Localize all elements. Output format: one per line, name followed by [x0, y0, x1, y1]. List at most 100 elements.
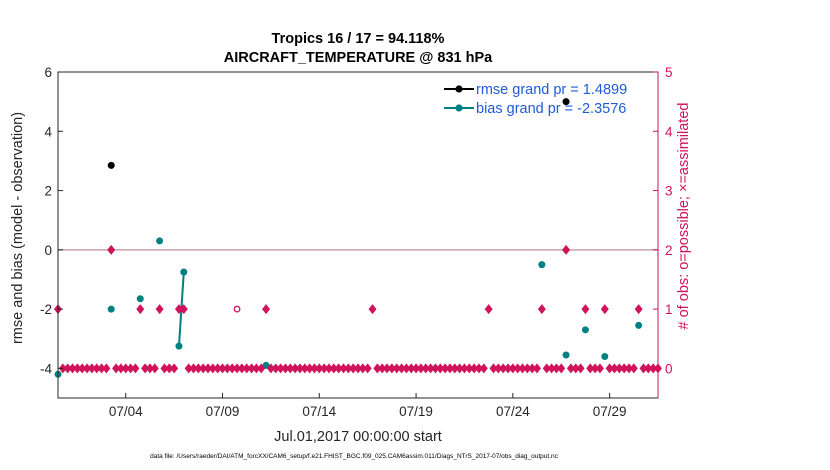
obs-assimilated-marker: [600, 304, 609, 315]
obs-assimilated-zero-marker: [208, 363, 217, 374]
obs-assimilated-zero-marker: [566, 363, 575, 374]
obs-assimilated-zero-marker: [392, 363, 401, 374]
obs-assimilated-zero-marker: [315, 363, 324, 374]
y-tick-label-left: 0: [44, 243, 52, 258]
obs-assimilated-zero-marker: [610, 363, 619, 374]
obs-assimilated-zero-marker: [145, 363, 154, 374]
obs-assimilated-zero-marker: [620, 363, 629, 374]
obs-possible-marker: [233, 305, 241, 313]
obs-assimilated-zero-marker: [460, 363, 469, 374]
obs-assimilated-zero-marker: [426, 363, 435, 374]
obs-assimilated-marker: [179, 304, 188, 315]
obs-assimilated-zero-marker: [73, 363, 82, 374]
obs-assimilated-zero-marker: [358, 363, 367, 374]
obs-assimilated-zero-marker: [295, 363, 304, 374]
y-tick-label-left: -2: [40, 302, 52, 317]
obs-assimilated-zero-marker: [257, 363, 266, 374]
obs-assimilated-zero-marker: [116, 363, 125, 374]
y-axis-label-right: # of obs: o=possible; ×=assimilated: [676, 103, 692, 330]
bias-point: [562, 351, 570, 359]
obs-assimilated-marker: [581, 304, 590, 315]
obs-assimilated-zero-marker: [595, 363, 604, 374]
obs-assimilated-zero-marker: [165, 363, 174, 374]
obs-assimilated-zero-marker: [218, 363, 227, 374]
obs-assimilated-zero-marker: [494, 363, 503, 374]
obs-assimilated-zero-marker: [363, 363, 372, 374]
obs-assimilated-zero-marker: [121, 363, 130, 374]
obs-assimilated-marker: [368, 304, 377, 315]
obs-assimilated-zero-marker: [68, 363, 77, 374]
obs-assimilated-zero-marker: [407, 363, 416, 374]
legend-bias-label: bias grand pr = -2.3576: [476, 101, 626, 117]
obs-assimilated-zero-marker: [320, 363, 329, 374]
bias-point: [635, 321, 643, 329]
obs-assimilated-marker: [262, 304, 271, 315]
obs-assimilated-zero-marker: [547, 363, 556, 374]
obs-assimilated-zero-marker: [615, 363, 624, 374]
bias-point: [175, 342, 183, 350]
legend-rmse-label: rmse grand pr = 1.4899: [476, 82, 627, 98]
obs-assimilated-zero-marker: [271, 363, 280, 374]
obs-assimilated-zero-marker: [504, 363, 512, 374]
obs-assimilated-zero-marker: [204, 363, 212, 374]
obs-assimilated-zero-marker: [455, 363, 464, 374]
y-tick-label-left: 4: [44, 124, 52, 139]
obs-assimilated-zero-marker: [474, 363, 483, 374]
obs-assimilated-zero-marker: [92, 363, 101, 374]
obs-assimilated-zero-marker: [266, 363, 275, 374]
y-tick-label-right: 4: [665, 124, 673, 139]
obs-assimilated-zero-marker: [470, 363, 479, 374]
bias-point: [262, 361, 270, 369]
obs-assimilated-zero-marker: [252, 363, 261, 374]
obs-assimilated-zero-marker: [160, 363, 169, 374]
obs-assimilated-zero-marker: [291, 363, 300, 374]
bias-point: [180, 268, 188, 276]
obs-assimilated-marker: [174, 304, 183, 315]
obs-assimilated-zero-marker: [349, 363, 358, 374]
y-tick-label-left: 6: [44, 65, 52, 80]
axes: -4 -2 0 2 4 6 0 1 2 3 4 5 07/04 07/09 07/14 07/19 07/24 0…: [40, 65, 673, 419]
bias-point: [156, 237, 164, 245]
plot-area: -4 -2 0 2 4 6 0 1 2 3 4 5 07/04 07/09 07/14 07/19 07/24 0…: [40, 65, 673, 419]
plot-background: [58, 72, 658, 398]
obs-assimilated-zero-marker: [131, 363, 140, 374]
bias-point: [581, 326, 589, 334]
obs-assimilated-zero-marker: [199, 363, 208, 374]
obs-assimilated-zero-marker: [281, 363, 290, 374]
obs-assimilated-zero-marker: [228, 363, 237, 374]
obs-assimilated-zero-marker: [436, 363, 445, 374]
obs-assimilated-zero-marker: [233, 363, 242, 374]
obs-assimilated-zero-marker: [112, 363, 121, 374]
x-axis-label: Jul.01,2017 00:00:00 start: [274, 429, 442, 445]
legend-rmse-marker: [455, 85, 463, 93]
data-file-footer: data file: /Users/raeder/DAI/ATM_forcXX/…: [150, 453, 559, 460]
obs-assimilated-zero-marker: [639, 363, 648, 374]
obs-assimilated-zero-marker: [102, 363, 111, 374]
obs-assimilated-zero-marker: [78, 363, 87, 374]
obs-assimilated-zero-marker: [552, 363, 561, 374]
obs-assimilated-zero-marker: [247, 363, 256, 374]
obs-assimilated-zero-marker: [397, 363, 406, 374]
obs-assimilated-zero-marker: [334, 363, 343, 374]
obs-assimilated-zero-marker: [528, 363, 537, 374]
chart-title-line2: AIRCRAFT_TEMPERATURE @ 831 hPa: [224, 50, 493, 66]
obs-assimilated-marker: [537, 304, 546, 315]
obs-assimilated-zero-marker: [571, 363, 580, 374]
obs-assimilated-zero-marker: [412, 363, 421, 374]
legend: rmse grand pr = 1.4899 bias grand pr = -…: [444, 82, 627, 117]
obs-assimilated-zero-marker: [441, 363, 450, 374]
obs-assimilated-zero-marker: [194, 363, 203, 374]
x-tick-label: 07/09: [206, 404, 240, 419]
y-tick-label-right: 2: [665, 243, 673, 258]
obs-assimilated-zero-marker: [591, 363, 600, 374]
obs-assimilated-zero-marker: [184, 363, 193, 374]
obs-assimilated-zero-marker: [378, 363, 387, 374]
obs-assimilated-zero-marker: [383, 363, 392, 374]
obs-assimilated-zero-marker: [644, 363, 653, 374]
y-tick-label-right: 3: [665, 184, 673, 199]
x-tick-label: 07/14: [302, 404, 336, 419]
obs-assimilated-zero-marker: [223, 363, 232, 374]
obs-assimilated-zero-marker: [450, 363, 459, 374]
obs-assimilated-zero-marker: [624, 363, 633, 374]
